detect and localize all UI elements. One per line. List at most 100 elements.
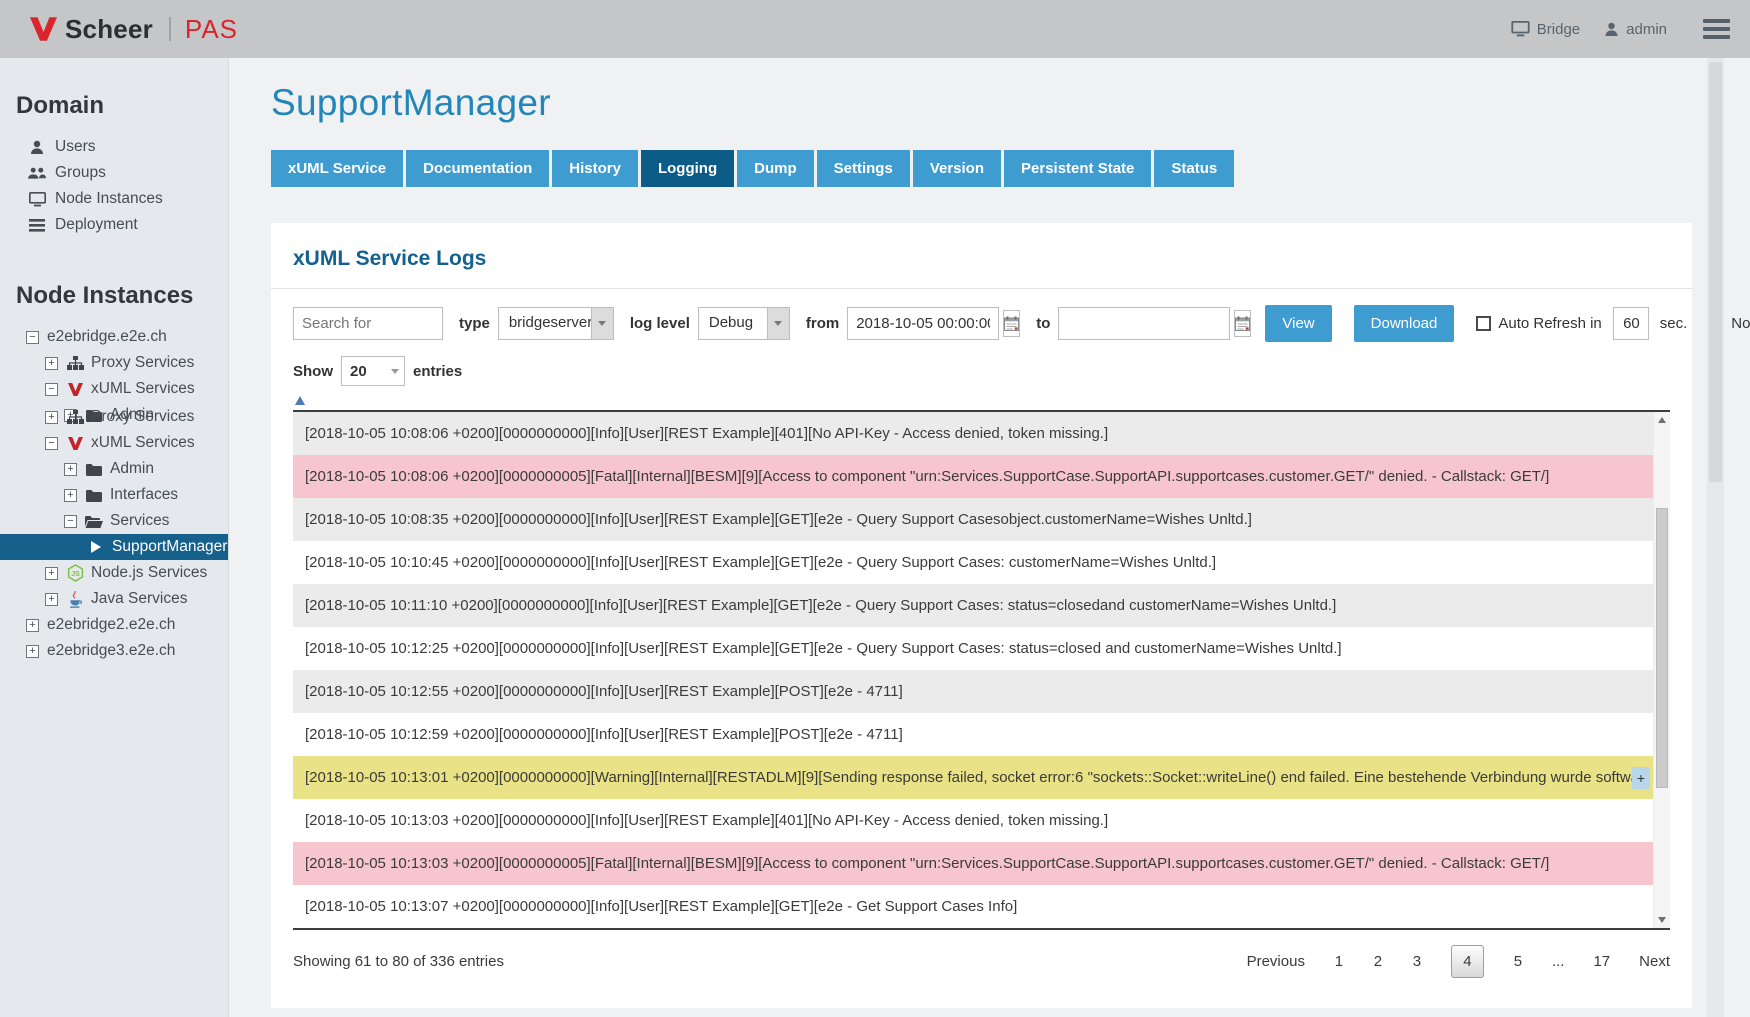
page-2[interactable]: 2 [1373,953,1383,970]
tab-version[interactable]: Version [912,150,1002,187]
scroll-up-icon[interactable] [1658,417,1666,423]
from-date-input[interactable] [847,307,1000,340]
to-calendar-button[interactable] [1234,310,1252,337]
tree-node-label: e2ebridge.e2e.ch [47,328,167,345]
tree-node-xuml-services[interactable]: xUML Services [0,376,228,402]
sidebar-item-node-instances[interactable]: Node Instances [0,186,228,212]
sidebar-item-users[interactable]: Users [0,134,228,160]
auto-refresh-seconds-input[interactable] [1612,307,1649,340]
page-scrollbar-thumb[interactable] [1709,62,1722,482]
log-row: [2018-10-05 10:08:35 +0200][0000000000][… [293,498,1653,541]
tree-node-java-services[interactable]: Java Services [0,586,228,612]
tree-node-supportmanager[interactable]: SupportManager [0,534,228,560]
tab-settings[interactable]: Settings [816,150,910,187]
log-row: [2018-10-05 10:12:25 +0200][0000000000][… [293,627,1653,670]
tree-toggle-icon[interactable] [45,382,58,396]
log-message: [2018-10-05 10:08:35 +0200][0000000000][… [305,511,1252,528]
tree-node-admin-glitch[interactable]: Admin [0,402,228,428]
log-row: [2018-10-05 10:13:03 +0200][0000000000][… [293,799,1653,842]
tab-status[interactable]: Status [1154,150,1235,187]
page-ellipsis[interactable]: ... [1551,953,1565,970]
tree-toggle-icon[interactable] [45,436,58,450]
sidebar-item-groups[interactable]: Groups [0,160,228,186]
tree-node-e2ebridge2[interactable]: e2ebridge2.e2e.ch [0,612,228,638]
tree-toggle-icon[interactable] [45,410,58,424]
tree-toggle-icon[interactable] [64,462,77,476]
from-calendar-button[interactable] [1003,310,1021,337]
page-4[interactable]: 4 [1450,945,1484,978]
tree-toggle-icon[interactable] [26,618,39,632]
tree-node-label: Services [110,512,170,529]
download-button[interactable]: Download [1353,305,1455,342]
tree-toggle-icon[interactable] [26,644,39,658]
tree-node-interfaces[interactable]: Interfaces [0,482,228,508]
monitor-icon [1511,21,1530,37]
pagination: Previous 1 2 3 4 5 ... 17 [1247,945,1670,978]
table-scrollbar[interactable] [1653,412,1670,928]
page-5[interactable]: 5 [1513,953,1523,970]
to-date-input[interactable] [1058,307,1231,340]
hamburger-menu-icon[interactable] [1703,19,1730,39]
tree-toggle-icon[interactable] [26,330,39,344]
domain-list: Users Groups Node Instances Deployment [0,134,228,238]
tree-toggle-icon[interactable] [64,488,77,502]
tab-bar: xUML Service Documentation History Loggi… [271,150,1692,187]
sort-ascending-icon[interactable] [295,396,305,405]
page-scrollbar[interactable] [1707,58,1724,1017]
tree-node-proxy-services-2[interactable]: Proxy Services [0,404,228,430]
page-next[interactable]: Next [1639,953,1670,970]
node-instances-heading: Node Instances [16,282,194,309]
tree-node-xuml-services-2[interactable]: xUML Services [0,430,228,456]
tree-node-e2ebridge3[interactable]: e2ebridge3.e2e.ch [0,638,228,664]
log-rows: [2018-10-05 10:08:06 +0200][0000000000][… [293,412,1653,928]
page-3[interactable]: 3 [1412,953,1422,970]
chevron-down-icon [386,368,404,374]
loglevel-label: log level [629,315,690,332]
loglevel-select[interactable]: Debug [697,307,790,340]
show-entries-select[interactable]: 20 [341,356,405,386]
search-input[interactable] [293,307,443,340]
sidebar-item-label: Node Instances [55,190,163,207]
bridge-nav-item[interactable]: Bridge [1511,21,1580,38]
users-icon [28,166,46,180]
sidebar-item-label: Deployment [55,216,138,233]
page-1[interactable]: 1 [1334,953,1344,970]
tree-node-label: Admin [110,460,154,477]
tree-node-label: SupportManager [112,538,228,555]
tab-logging[interactable]: Logging [640,150,735,187]
tree-node-proxy-services[interactable]: Proxy Services [0,350,228,376]
chevron-down-icon [590,308,613,339]
tab-history[interactable]: History [552,150,638,187]
tree-node-nodejs-services[interactable]: JS Node.js Services [0,560,228,586]
scroll-down-icon[interactable] [1658,917,1666,923]
sidebar-item-deployment[interactable]: Deployment [0,212,228,238]
tab-dump[interactable]: Dump [737,150,814,187]
page-17[interactable]: 17 [1593,953,1611,970]
view-button[interactable]: View [1265,305,1332,342]
tree-node-admin[interactable]: Admin [0,456,228,482]
auto-refresh-checkbox[interactable] [1476,316,1492,331]
user-menu[interactable]: admin [1604,21,1667,38]
log-row: [2018-10-05 10:10:45 +0200][0000000000][… [293,541,1653,584]
tree-node-e2ebridge[interactable]: e2ebridge.e2e.ch [0,324,228,350]
tree-toggle-icon[interactable] [45,566,58,580]
tab-documentation[interactable]: Documentation [406,150,550,187]
tree-toggle-icon[interactable] [45,356,58,370]
log-message: [2018-10-05 10:10:45 +0200][0000000000][… [305,554,1217,571]
main-content: SupportManager xUML Service Documentatio… [229,58,1750,1017]
scrollbar-thumb[interactable] [1656,508,1668,788]
tree-toggle-icon[interactable] [64,514,77,528]
domain-heading: Domain [16,92,105,119]
tab-xuml-service[interactable]: xUML Service [271,150,404,187]
tree-node-label: e2ebridge2.e2e.ch [47,616,176,633]
expand-row-button[interactable]: + [1631,766,1650,789]
nodejs-icon: JS [66,564,84,582]
tree-node-services[interactable]: Services [0,508,228,534]
calendar-icon [1004,316,1020,331]
tab-persistent-state[interactable]: Persistent State [1004,150,1152,187]
log-controls: type bridgeserver log level Debug from t… [271,289,1750,342]
type-select[interactable]: bridgeserver [497,307,614,340]
page-previous[interactable]: Previous [1246,953,1305,970]
tree-toggle-icon[interactable] [45,592,58,606]
tree-node-label: xUML Services [91,434,195,451]
